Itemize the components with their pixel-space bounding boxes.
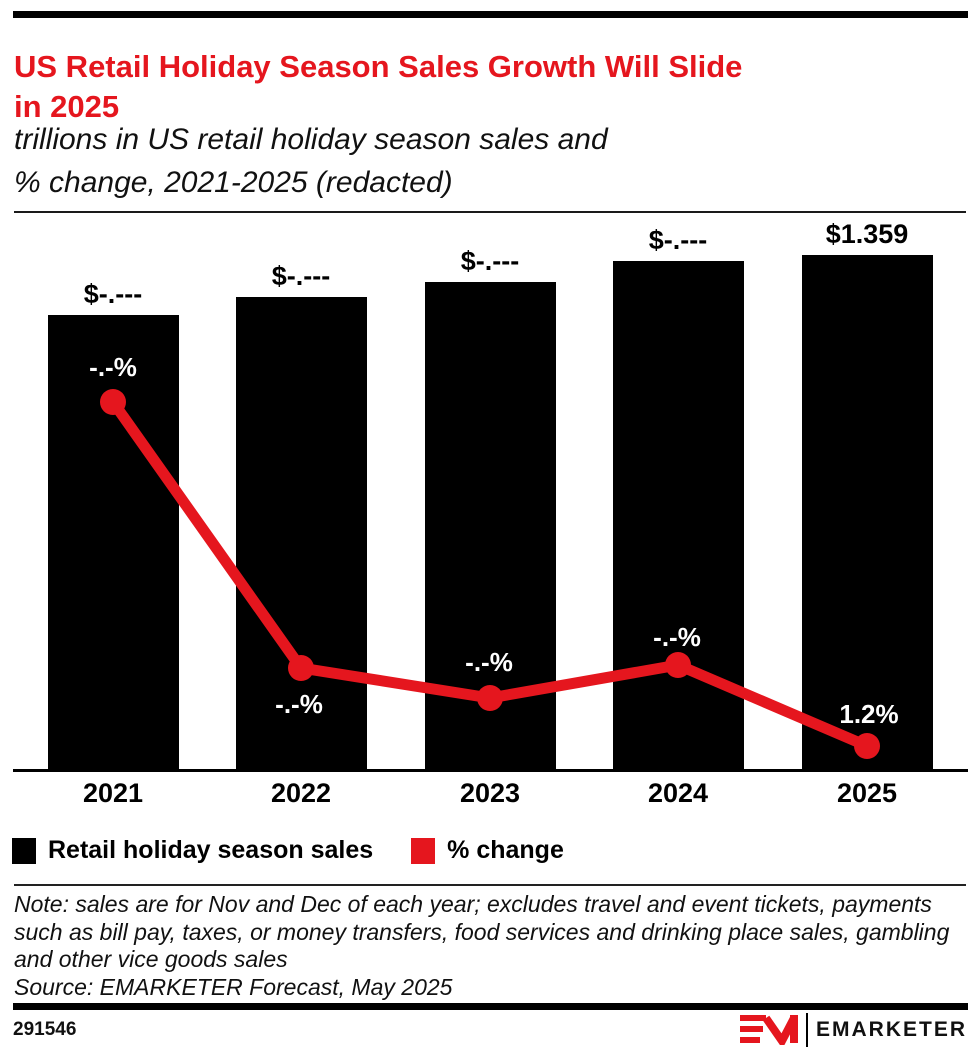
chart-title: US Retail Holiday Season Sales Growth Wi… [14,47,964,127]
bar-2023 [424,282,556,770]
bar-2021 [47,315,179,770]
emarketer-logo: EMARKETER [739,1012,967,1048]
chart-subtitle-line2: % change, 2021-2025 (redacted) [14,166,453,199]
chart-legend: Retail holiday season sales % change [12,836,564,865]
note-line: Note: sales are for Nov and Dec of each … [14,891,932,917]
note-divider [14,884,966,886]
bar-2025 [801,255,933,770]
legend-swatch-sales [12,837,36,864]
chart-title-line1: US Retail Holiday Season Sales Growth Wi… [14,48,743,84]
year-label-2021: 2021 [82,778,144,808]
bar-value-label-2024: $-.--- [648,225,708,255]
bar-value-label-2022: $-.--- [271,261,331,291]
title-divider [14,211,966,213]
bar-2024 [612,261,744,770]
legend-item-sales: Retail holiday season sales [12,836,373,865]
pct-label-2025: 1.2% [839,699,899,729]
legend-label-pct-change: % change [447,836,564,864]
note-block: Note: sales are for Nov and Dec of each … [14,891,974,1001]
bar-value-label-2023: $-.--- [460,246,520,276]
note-line: and other vice goods sales [14,946,288,972]
legend-item-pct-change: % change [411,836,564,865]
pct-label-2021: -.-% [89,352,137,382]
legend-swatch-pct-change [411,837,436,864]
brand-name: EMARKETER [815,1018,967,1041]
pct-label-2023: -.-% [465,647,513,677]
bar-value-label-2021: $-.--- [83,279,143,309]
pct-label-2022: -.-% [275,689,323,719]
source-line: Source: EMARKETER Forecast, May 2025 [14,973,453,1000]
pct-label-2024: -.-% [653,622,701,652]
legend-label-sales: Retail holiday season sales [48,836,374,864]
chart-title-line2: in 2025 [14,88,120,124]
year-label-2022: 2022 [270,778,332,808]
x-axis-line [13,769,968,772]
year-label-2023: 2023 [459,778,521,808]
logo-divider [805,1013,808,1047]
note-line: such as bill pay, taxes, or money transf… [14,918,950,945]
chart-subtitle: trillions in US retail holiday season sa… [14,118,964,204]
chart-subtitle-line1: trillions in US retail holiday season sa… [14,123,608,156]
em-monogram-icon [739,1015,798,1045]
top-rule [13,11,968,18]
bottom-rule [13,1003,968,1010]
chart-id: 291546 [13,1019,77,1040]
year-label-2024: 2024 [647,778,709,808]
bar-value-label-2025: $1.359 [825,219,909,249]
year-label-2025: 2025 [836,778,898,808]
